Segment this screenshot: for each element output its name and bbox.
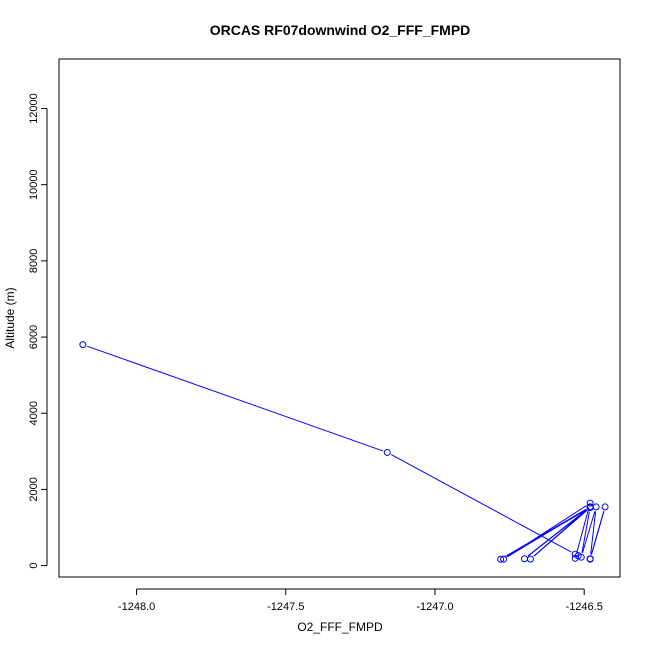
series-line-segment bbox=[533, 509, 588, 557]
x-tick-label: -1247.0 bbox=[416, 601, 453, 613]
data-point bbox=[592, 503, 600, 511]
y-tick-label: 12000 bbox=[28, 93, 40, 124]
series-line-segment bbox=[590, 511, 597, 555]
series-line-segment bbox=[527, 509, 587, 557]
series-line-segment bbox=[582, 511, 596, 554]
series-group bbox=[79, 341, 609, 563]
x-tick-label: -1247.5 bbox=[267, 601, 304, 613]
data-point bbox=[500, 555, 508, 563]
x-axis-title: O2_FFF_FMPD bbox=[297, 620, 383, 634]
data-point bbox=[586, 503, 594, 511]
data-point bbox=[586, 555, 594, 563]
data-point bbox=[526, 555, 534, 563]
y-tick-label: 6000 bbox=[28, 325, 40, 349]
data-point bbox=[521, 555, 529, 563]
series-line-segment bbox=[590, 511, 605, 555]
y-tick-label: 10000 bbox=[28, 169, 40, 200]
chart-title: ORCAS RF07downwind O2_FFF_FMPD bbox=[210, 22, 471, 38]
data-point bbox=[497, 555, 505, 563]
data-point bbox=[586, 499, 594, 507]
series-line-segment bbox=[504, 509, 587, 558]
series-line-segment bbox=[390, 454, 572, 553]
x-axis: -1248.0 -1247.5 -1247.0 -1246.5 bbox=[118, 588, 603, 613]
data-point bbox=[383, 448, 391, 456]
series-line-segment bbox=[86, 345, 384, 452]
y-tick-label: 0 bbox=[28, 563, 40, 569]
data-point bbox=[601, 503, 609, 511]
plot-area-frame bbox=[58, 58, 621, 578]
y-tick-label: 2000 bbox=[28, 477, 40, 501]
data-point bbox=[79, 341, 87, 349]
y-axis-title: Altitude (m) bbox=[3, 287, 17, 348]
data-point bbox=[577, 553, 585, 561]
y-tick-label: 8000 bbox=[28, 249, 40, 273]
x-tick-label: -1248.0 bbox=[118, 601, 155, 613]
y-tick-label: 4000 bbox=[28, 401, 40, 425]
series-line-segment bbox=[581, 511, 590, 553]
series-line-segment bbox=[575, 507, 590, 555]
y-axis: 0 2000 4000 6000 8000 10000 12000 bbox=[28, 93, 48, 569]
x-tick-label: -1246.5 bbox=[566, 601, 603, 613]
